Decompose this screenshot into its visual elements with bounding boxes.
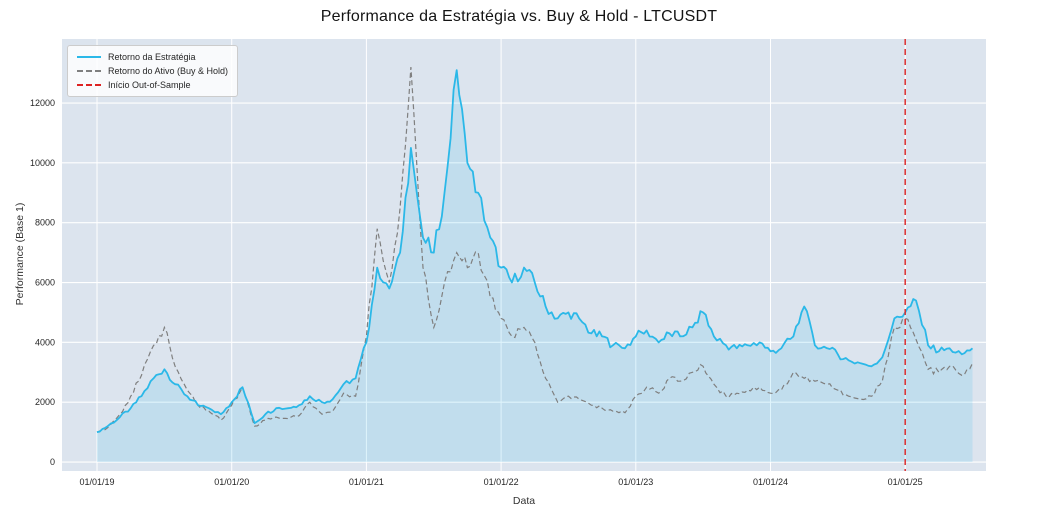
- legend-label-strategy: Retorno da Estratégia: [108, 52, 196, 62]
- legend-item-buyhold: Retorno do Ativo (Buy & Hold): [77, 66, 228, 76]
- legend-label-buyhold: Retorno do Ativo (Buy & Hold): [108, 66, 229, 76]
- x-tick-label: 01/01/19: [79, 477, 114, 487]
- x-tick-label: 01/01/20: [214, 477, 249, 487]
- y-tick-label: 8000: [35, 218, 55, 228]
- x-axis-label: Data: [512, 495, 536, 507]
- legend-item-oos: Início Out-of-Sample: [77, 80, 228, 90]
- y-tick-label: 12000: [30, 98, 55, 108]
- x-tick-label: 01/01/21: [349, 477, 384, 487]
- y-tick-label: 0: [50, 457, 55, 467]
- chart-title: Performance da Estratégia vs. Buy & Hold…: [320, 8, 718, 25]
- buyhold-line: [96, 67, 974, 433]
- legend-label-oos: Início Out-of-Sample: [108, 80, 191, 90]
- strategy-line-swatch: [77, 56, 101, 58]
- y-axis-label: Performance (Base 1): [14, 202, 26, 306]
- y-tick-label: 4000: [35, 337, 55, 347]
- legend-item-strategy: Retorno da Estratégia: [77, 52, 228, 62]
- plot-background: [62, 39, 986, 471]
- y-tick-label: 10000: [30, 158, 55, 168]
- x-tick-label: 01/01/24: [753, 477, 788, 487]
- y-tick-label: 6000: [35, 278, 55, 288]
- strategy-area-fill: [97, 70, 973, 462]
- x-tick-label: 01/01/23: [618, 477, 653, 487]
- x-tick-label: 01/01/25: [888, 477, 923, 487]
- oos-line-swatch: [77, 84, 101, 86]
- x-tick-label: 01/01/22: [484, 477, 519, 487]
- strategy-line: [96, 69, 974, 433]
- chart-legend: Retorno da Estratégia Retorno do Ativo (…: [67, 45, 239, 97]
- y-tick-label: 2000: [35, 397, 55, 407]
- buyhold-line-swatch: [77, 70, 101, 72]
